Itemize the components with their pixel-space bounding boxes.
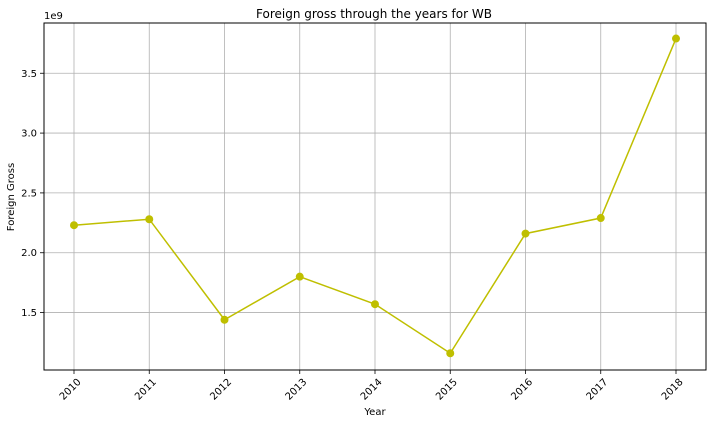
axis-ticks: 2010 2011 2012 2013 2014 2015 2016 2017 2018 1.5 2… <box>21 69 686 403</box>
data-point <box>672 34 680 43</box>
y-tick-label: 3.5 <box>21 69 37 80</box>
x-tick-label: 2017 <box>585 377 611 403</box>
data-point <box>596 214 605 223</box>
y-tick-label: 3.0 <box>21 129 37 140</box>
x-axis-label: Year <box>363 407 386 418</box>
x-tick-label: 2018 <box>660 377 686 403</box>
y-tick-label: 2.0 <box>21 248 37 259</box>
data-point <box>295 272 304 281</box>
x-tick-label: 2015 <box>434 377 460 403</box>
chart-title: Foreign gross through the years for WB <box>256 7 492 21</box>
y-offset-label: 1e9 <box>44 11 63 22</box>
y-axis-label: Foreign Gross <box>6 163 17 231</box>
data-point <box>371 300 379 309</box>
y-tick-label: 1.5 <box>21 308 37 319</box>
plot-area-frame <box>43 22 707 371</box>
x-tick-label: 2012 <box>208 377 234 403</box>
data-point <box>145 215 154 224</box>
x-tick-label: 2013 <box>284 377 310 403</box>
data-point <box>220 315 229 324</box>
y-tick-label: 2.5 <box>21 188 37 199</box>
series-layer <box>70 34 680 358</box>
x-tick-label: 2011 <box>133 377 159 403</box>
x-tick-label: 2010 <box>58 377 84 403</box>
x-tick-label: 2014 <box>359 377 385 403</box>
data-point <box>70 221 78 230</box>
x-tick-label: 2016 <box>509 377 535 403</box>
grid-lines <box>44 23 706 370</box>
data-point <box>521 229 530 238</box>
data-point <box>446 349 455 358</box>
